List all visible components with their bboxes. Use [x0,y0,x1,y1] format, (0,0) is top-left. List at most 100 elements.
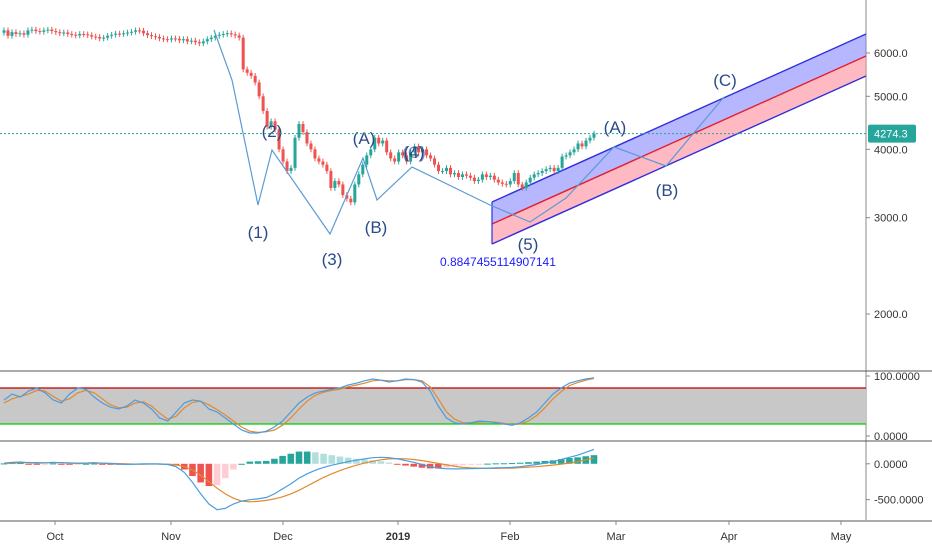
candle-body [225,33,229,35]
candle-body [253,75,257,83]
candle-body [106,35,110,38]
wave-label-correction: (A) [353,129,376,148]
wave-lines [213,29,725,236]
candle-body [149,35,154,37]
candle-body [560,156,564,168]
projection-channel [491,33,867,245]
macd-histogram-bar [33,463,41,465]
time-axis[interactable]: Oct Nov Dec 2019 Feb Mar Apr May [46,521,852,543]
candle-body [273,121,277,130]
candle-body [293,137,297,168]
candles-layer [2,26,596,206]
macd-histogram-bar [508,463,516,465]
candle-body [377,137,381,144]
channel-upper-line [491,33,867,203]
macd-histogram-bar [221,463,229,479]
channel-mid-line [491,55,867,225]
candle-body [58,32,62,34]
candle-body [472,177,476,182]
stochastic-pane[interactable]: 100.0000 0.0000 [0,371,920,443]
macd-histogram-bar [566,458,573,464]
candle-body [233,34,237,36]
macd-pane[interactable]: 0.0000 -500.0000 [0,448,924,511]
candle-body [365,155,369,165]
macd-histogram-bar [443,463,450,468]
candle-body [82,33,86,35]
price-tick-label: 6000.0 [874,48,908,60]
candle-body [385,140,389,153]
candle-body [46,29,50,31]
candle-body [524,182,528,188]
macd-histogram-bar [205,463,213,487]
macd-histogram-bar [58,463,65,465]
macd-histogram-bar [49,463,57,465]
macd-histogram-bar [377,461,385,464]
candle-body [437,164,441,172]
price-pane[interactable]: (1) (2) (3) (4) (5) (C) (A) (B) (A) (B) (C) 0.8847… [0,26,867,269]
candle-body [22,33,26,35]
macd-histogram-bar [353,458,360,464]
macd-histogram-bar [238,463,245,465]
wave-label-overlap: (C) [402,143,426,162]
candle-body [393,158,397,162]
macd-tick-label: -500.0000 [874,495,924,507]
candle-body [389,152,393,159]
candle-body [576,143,580,150]
time-tick-label: Apr [720,531,737,543]
candle-body [173,38,177,40]
candle-body [397,152,401,162]
candle-body [512,173,516,182]
candle-body [540,171,544,174]
candle-body [42,30,46,32]
candle-body [90,35,94,37]
stoch-tick-label: 100.0000 [874,371,920,383]
macd-histogram-bar [320,453,327,464]
candle-body [409,152,413,162]
candle-body [516,173,520,185]
candle-body [110,34,114,36]
macd-histogram-bar [303,451,311,464]
candle-body [564,155,568,157]
candle-body [193,40,197,43]
last-price-tag: 4274.3 [868,124,916,143]
candle-body [153,36,158,38]
candle-body [221,33,225,35]
macd-histogram-bar [246,461,254,464]
candle-body [122,33,126,35]
candle-body [257,82,261,97]
candle-body [157,36,161,39]
candle-body [353,184,357,203]
price-tick-label: 5000.0 [874,91,908,103]
candle-body [309,143,313,150]
candle-body [261,96,265,112]
candle-body [568,152,572,156]
candle-body [317,158,321,162]
last-price-text: 4274.3 [874,129,908,141]
candle-body [145,33,150,36]
wave-label-primary: (2) [262,122,283,141]
macd-line [3,448,595,511]
candle-body [460,174,464,178]
macd-histogram-bar [336,456,344,464]
macd-histogram-bar [492,463,499,465]
candle-body [448,167,453,175]
candle-body [38,31,42,33]
candle-body [249,72,253,76]
candle-body [297,123,301,138]
macd-histogram-bar [90,463,98,465]
candle-body [285,161,289,172]
macd-histogram-bar [574,457,581,464]
candle-body [313,149,317,159]
candle-body [94,36,98,38]
candle-body [413,146,417,153]
candle-body [66,32,70,34]
wave-label-primary: (1) [248,223,269,242]
macd-histogram-bar [410,463,417,467]
candle-body [245,69,249,73]
candle-body [14,32,18,34]
candle-body [74,34,78,36]
price-axis[interactable]: 6000.0 5000.0 4000.0 3000.0 2000.0 [866,48,908,321]
macd-histogram-bar [394,463,401,465]
time-tick-label: 2019 [386,531,410,543]
candle-body [161,38,165,40]
